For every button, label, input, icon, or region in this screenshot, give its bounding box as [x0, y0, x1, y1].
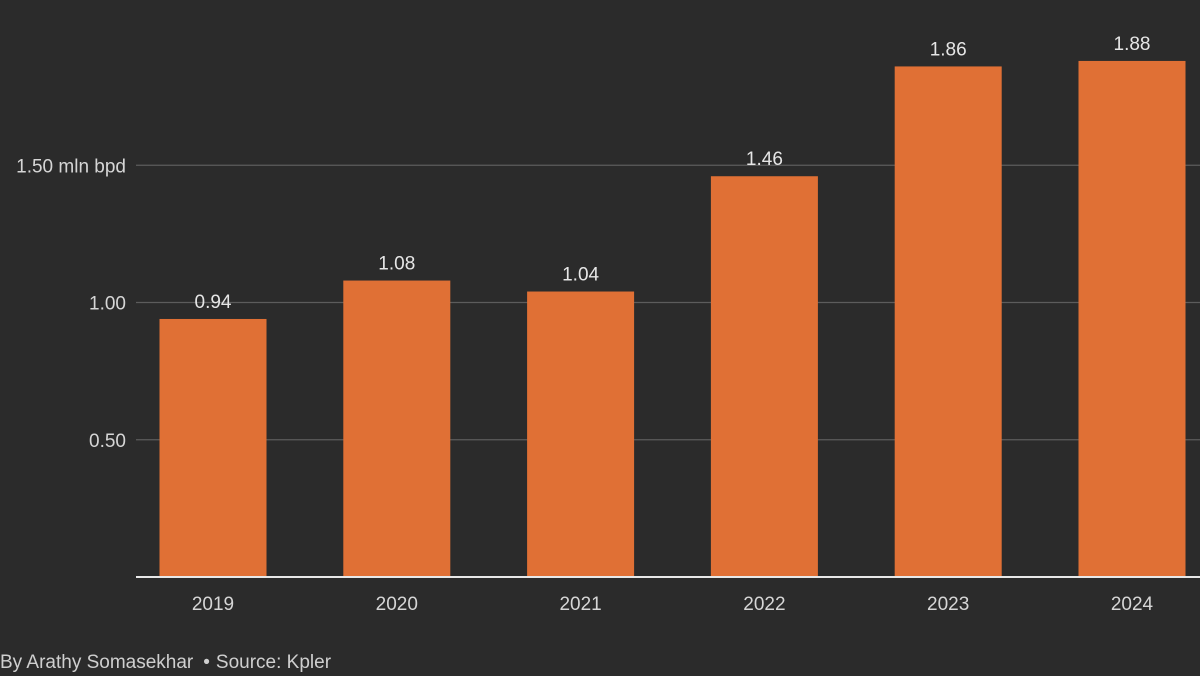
y-tick-label: 0.50 [89, 431, 126, 452]
x-tick-label: 2019 [192, 594, 234, 615]
value-labels: 0.94 1.08 1.04 1.46 1.86 1.88 [195, 34, 1151, 313]
gridlines [136, 164, 1200, 441]
source-credit: Source: Kpler [215, 652, 332, 673]
x-tick-label: 2022 [743, 594, 785, 615]
credit-separator: • [203, 652, 210, 673]
credit-line: By Arathy Somasekhar • Source: Kpler [0, 652, 331, 674]
bar-2019 [159, 318, 267, 577]
x-tick-labels: 2019 2020 2021 2022 2023 2024 [192, 594, 1154, 615]
bar-2021 [527, 291, 635, 577]
x-tick-label: 2024 [1111, 594, 1154, 615]
bar-2020 [343, 280, 451, 577]
y-tick-label: 1.00 [89, 294, 126, 315]
value-label-2022: 1.46 [746, 149, 783, 170]
bar-2023 [894, 66, 1002, 578]
value-label-2019: 0.94 [195, 292, 232, 313]
x-tick-label: 2021 [559, 594, 601, 615]
bar-2022 [710, 176, 818, 578]
bars [159, 60, 1186, 578]
y-tick-label: 1.50 mln bpd [16, 156, 126, 177]
x-tick-label: 2020 [376, 594, 418, 615]
value-label-2020: 1.08 [378, 254, 415, 275]
x-tick-label: 2023 [927, 594, 969, 615]
author-credit: By Arathy Somasekhar [0, 652, 194, 673]
y-tick-labels: 0.50 1.00 1.50 mln bpd [16, 156, 126, 452]
value-label-2023: 1.86 [930, 39, 967, 60]
bar-2024 [1078, 60, 1186, 577]
value-label-2021: 1.04 [562, 265, 599, 286]
value-label-2024: 1.88 [1114, 34, 1151, 55]
